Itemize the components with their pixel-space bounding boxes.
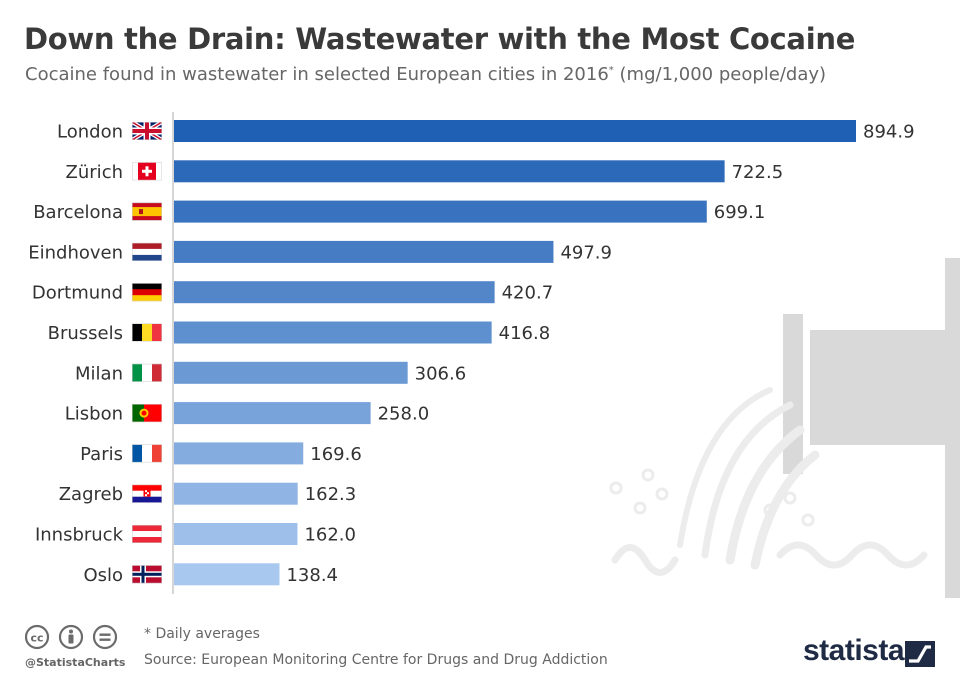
value-label: 416.8	[499, 323, 551, 344]
italy-flag-icon	[132, 363, 162, 382]
chart-title: Down the Drain: Wastewater with the Most…	[24, 22, 856, 56]
subtitle-unit: (mg/1,000 people/day)	[613, 64, 827, 85]
value-label: 420.7	[502, 283, 554, 304]
value-label: 169.6	[310, 444, 362, 465]
license-icons: cc	[25, 624, 118, 650]
bar	[174, 361, 408, 384]
category-label: Eindhoven	[28, 242, 123, 263]
footnote: * Daily averages	[144, 626, 260, 642]
category-label: Zagreb	[59, 484, 123, 505]
value-label: 699.1	[714, 202, 766, 223]
france-flag-icon	[132, 444, 162, 463]
category-label: Zürich	[66, 162, 123, 183]
germany-flag-icon	[132, 283, 162, 302]
bar	[174, 482, 298, 505]
bar	[174, 281, 495, 304]
bar-row: Innsbruck 162.0	[35, 523, 356, 546]
bar-row: Paris 169.6	[80, 442, 362, 465]
source-note: Source: European Monitoring Centre for D…	[144, 652, 608, 668]
bar-row: Brussels 416.8	[48, 321, 551, 344]
bar	[174, 563, 280, 586]
bar	[174, 120, 856, 142]
belgium-flag-icon	[132, 323, 162, 342]
norway-flag-icon	[132, 565, 162, 584]
category-label: Oslo	[83, 565, 123, 586]
chart-subtitle: Cocaine found in wastewater in selected …	[25, 64, 826, 85]
bar	[174, 200, 707, 223]
bar	[174, 240, 554, 263]
social-handle: @StatistaCharts	[25, 656, 126, 669]
bar-row: Eindhoven 497.9	[28, 240, 612, 263]
category-label: Lisbon	[65, 404, 123, 425]
uk-flag-icon	[132, 122, 162, 140]
value-label: 722.5	[732, 162, 784, 183]
category-label: Barcelona	[33, 202, 123, 223]
bar	[174, 442, 304, 465]
creative-commons-icon: cc	[25, 624, 50, 650]
bar-row: London 894.9	[57, 120, 915, 143]
bar-row: Oslo 138.4	[83, 563, 338, 586]
croatia-flag-icon	[132, 484, 162, 503]
category-label: Paris	[80, 444, 123, 465]
value-label: 497.9	[560, 242, 612, 263]
bar-row: Zürich 722.5	[66, 160, 784, 183]
spain-flag-icon	[132, 202, 162, 221]
statista-logo-text: statista	[803, 634, 905, 667]
subtitle-footnote-mark: *	[608, 65, 614, 76]
value-label: 306.6	[415, 363, 467, 384]
value-label: 162.3	[305, 484, 357, 505]
attribution-icon	[58, 624, 84, 650]
bar	[174, 523, 298, 545]
netherlands-flag-icon	[132, 242, 162, 261]
switzerland-flag-icon	[132, 162, 162, 181]
subtitle-text: Cocaine found in wastewater in selected …	[25, 64, 609, 85]
value-label: 894.9	[863, 122, 915, 143]
bar-row: Lisbon 258.0	[65, 402, 429, 425]
statista-logo-icon	[905, 641, 935, 667]
bar	[174, 402, 371, 425]
category-label: Dortmund	[32, 283, 123, 304]
bar	[174, 321, 492, 344]
value-label: 258.0	[378, 404, 430, 425]
austria-flag-icon	[132, 525, 162, 543]
bar-row: Zagreb 162.3	[59, 482, 357, 505]
portugal-flag-icon	[132, 404, 162, 423]
category-label: Milan	[75, 363, 123, 384]
value-label: 162.0	[304, 525, 356, 546]
bar-row: Barcelona 699.1	[33, 200, 766, 223]
bar-row: Dortmund 420.7	[32, 281, 553, 304]
category-label: London	[57, 122, 123, 143]
value-label: 138.4	[286, 565, 338, 586]
no-derivatives-icon	[92, 624, 118, 650]
bar	[174, 160, 725, 183]
bar-row: Milan 306.6	[75, 361, 467, 384]
svg-text:cc: cc	[30, 632, 43, 645]
category-label: Brussels	[48, 323, 123, 344]
drain-pipe-illustration	[609, 258, 960, 598]
category-label: Innsbruck	[35, 525, 124, 546]
